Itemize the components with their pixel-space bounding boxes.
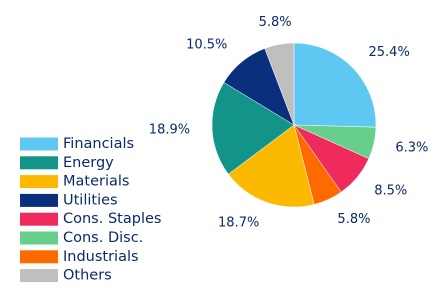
legend-label: Utilities — [63, 192, 118, 208]
data-label: 5.8% — [337, 212, 370, 227]
legend-swatch — [20, 175, 58, 189]
legend-label: Energy — [63, 155, 114, 171]
legend-swatch — [20, 250, 58, 264]
data-label: 6.3% — [395, 141, 428, 156]
legend-label: Others — [63, 268, 112, 284]
legend-label: Materials — [63, 174, 129, 190]
pie-slice — [293, 42, 377, 128]
pie-slice — [264, 42, 295, 126]
data-label: 18.7% — [218, 216, 259, 231]
data-label: 10.5% — [186, 38, 227, 53]
legend-label: Cons. Staples — [63, 211, 161, 227]
legend-swatch — [20, 231, 58, 245]
data-label: 8.5% — [374, 184, 407, 199]
legend-swatch — [20, 269, 58, 283]
legend-swatch — [20, 193, 58, 207]
legend-label: Cons. Disc. — [63, 230, 143, 246]
legend-label: Industrials — [63, 249, 139, 265]
pie-slice — [228, 124, 315, 208]
legend-swatch — [20, 137, 58, 151]
pie-slice — [211, 82, 295, 175]
legend-swatch — [20, 156, 58, 170]
data-label: 25.4% — [369, 45, 410, 60]
data-label: 5.8% — [259, 15, 292, 30]
legend-swatch — [20, 212, 58, 226]
data-label: 18.9% — [149, 123, 190, 138]
legend-label: Financials — [63, 136, 134, 152]
